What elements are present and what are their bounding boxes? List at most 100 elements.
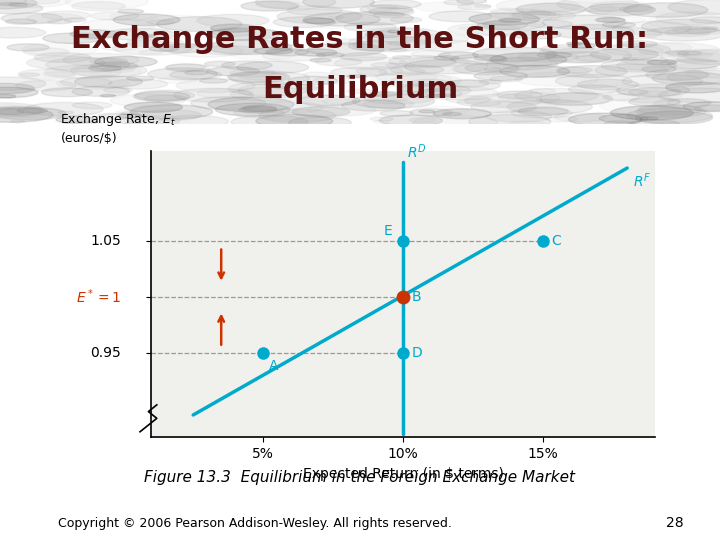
Circle shape	[347, 89, 372, 93]
Circle shape	[653, 114, 682, 119]
Circle shape	[118, 114, 143, 118]
Circle shape	[638, 43, 719, 57]
Circle shape	[411, 51, 451, 57]
Circle shape	[149, 46, 179, 51]
Circle shape	[191, 97, 266, 110]
Circle shape	[446, 96, 490, 103]
Circle shape	[56, 116, 96, 123]
Circle shape	[500, 65, 570, 77]
Circle shape	[673, 64, 717, 71]
Circle shape	[231, 116, 308, 129]
Circle shape	[516, 72, 598, 86]
Circle shape	[95, 56, 157, 67]
Circle shape	[348, 35, 427, 49]
Circle shape	[266, 49, 309, 56]
Circle shape	[1, 13, 63, 24]
Circle shape	[125, 120, 157, 126]
Circle shape	[230, 87, 314, 102]
Circle shape	[627, 108, 713, 123]
Circle shape	[617, 60, 675, 70]
Circle shape	[256, 114, 333, 127]
Circle shape	[72, 86, 130, 97]
Circle shape	[665, 82, 720, 93]
Circle shape	[397, 83, 449, 92]
Circle shape	[373, 12, 405, 18]
Circle shape	[238, 83, 322, 98]
Circle shape	[499, 18, 521, 22]
Circle shape	[380, 111, 413, 116]
Circle shape	[390, 49, 407, 51]
Text: 28: 28	[667, 516, 684, 530]
Circle shape	[197, 15, 269, 27]
Circle shape	[0, 106, 45, 117]
Circle shape	[145, 95, 187, 102]
Circle shape	[537, 52, 572, 58]
Circle shape	[237, 61, 309, 73]
Circle shape	[91, 72, 112, 76]
Circle shape	[665, 51, 689, 55]
Circle shape	[258, 102, 323, 113]
Circle shape	[490, 76, 522, 82]
Circle shape	[527, 20, 572, 28]
Circle shape	[110, 94, 185, 107]
Circle shape	[320, 25, 342, 29]
Circle shape	[485, 68, 501, 71]
Circle shape	[10, 109, 66, 118]
Circle shape	[139, 110, 202, 120]
Circle shape	[120, 116, 180, 126]
Circle shape	[642, 19, 720, 34]
Circle shape	[677, 53, 720, 64]
Circle shape	[427, 88, 447, 92]
Circle shape	[417, 34, 469, 43]
Text: Copyright © 2006 Pearson Addison-Wesley. All rights reserved.: Copyright © 2006 Pearson Addison-Wesley.…	[58, 517, 451, 530]
Circle shape	[629, 120, 680, 129]
Circle shape	[89, 65, 121, 71]
Circle shape	[469, 114, 551, 129]
Circle shape	[16, 80, 76, 91]
Circle shape	[165, 64, 210, 72]
Circle shape	[303, 13, 380, 26]
Text: $R^D$: $R^D$	[408, 143, 427, 161]
Circle shape	[390, 65, 444, 75]
Circle shape	[365, 31, 402, 38]
Circle shape	[63, 53, 139, 66]
Circle shape	[27, 56, 105, 70]
Circle shape	[518, 107, 568, 116]
Circle shape	[595, 64, 668, 77]
Circle shape	[11, 120, 25, 123]
Circle shape	[159, 77, 198, 83]
Circle shape	[288, 77, 338, 85]
Circle shape	[496, 0, 580, 13]
Circle shape	[410, 79, 449, 86]
Circle shape	[409, 57, 469, 67]
Circle shape	[678, 51, 701, 55]
Circle shape	[545, 48, 631, 63]
Circle shape	[215, 103, 290, 116]
Circle shape	[135, 15, 220, 30]
Circle shape	[557, 0, 639, 11]
Circle shape	[379, 115, 442, 126]
Circle shape	[364, 100, 414, 109]
Circle shape	[464, 94, 542, 107]
Circle shape	[452, 63, 521, 75]
Circle shape	[601, 59, 677, 72]
Circle shape	[356, 68, 403, 75]
Circle shape	[492, 91, 534, 98]
Circle shape	[554, 113, 606, 122]
Circle shape	[73, 102, 112, 109]
Circle shape	[436, 94, 451, 97]
Circle shape	[446, 80, 489, 87]
Circle shape	[672, 26, 716, 33]
Circle shape	[169, 44, 243, 57]
Circle shape	[613, 22, 691, 35]
Circle shape	[361, 94, 378, 97]
Circle shape	[685, 28, 720, 35]
Circle shape	[241, 1, 298, 11]
Circle shape	[429, 11, 491, 22]
Circle shape	[330, 68, 387, 77]
Circle shape	[347, 75, 366, 78]
Circle shape	[0, 0, 27, 5]
Circle shape	[388, 42, 410, 45]
Circle shape	[0, 107, 66, 120]
Circle shape	[600, 99, 685, 113]
